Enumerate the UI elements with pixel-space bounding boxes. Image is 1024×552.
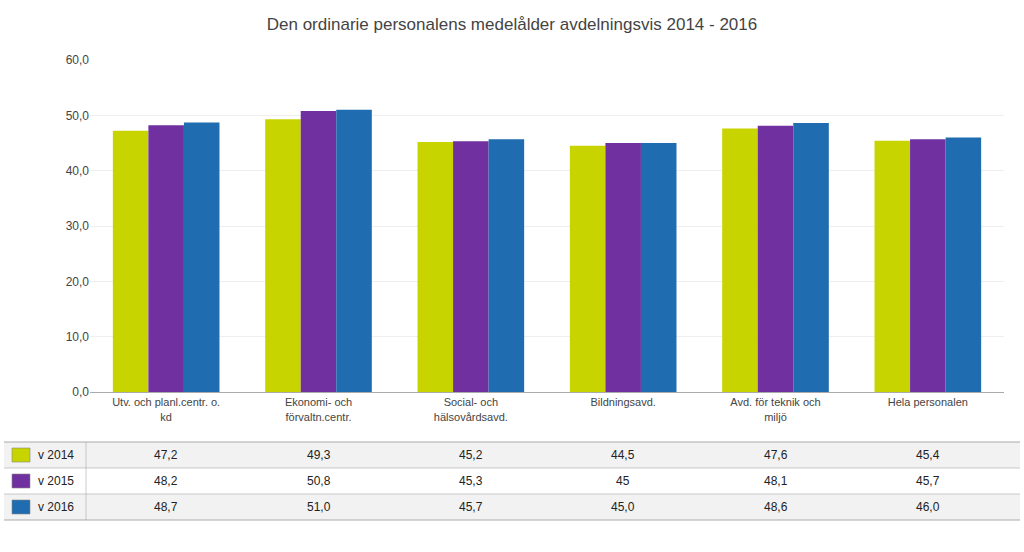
svg-text:v 2015: v 2015 xyxy=(38,474,74,488)
svg-text:45,7: 45,7 xyxy=(459,500,483,514)
svg-text:51,0: 51,0 xyxy=(307,500,331,514)
svg-text:Bildningsavd.: Bildningsavd. xyxy=(590,396,655,408)
svg-text:Den ordinarie personalens mede: Den ordinarie personalens medelålder avd… xyxy=(267,15,757,34)
svg-text:45,7: 45,7 xyxy=(916,474,940,488)
svg-text:10,0: 10,0 xyxy=(66,330,90,344)
svg-text:50,0: 50,0 xyxy=(66,109,90,123)
svg-text:47,2: 47,2 xyxy=(154,448,178,462)
svg-text:46,0: 46,0 xyxy=(916,500,940,514)
svg-text:45: 45 xyxy=(616,474,630,488)
svg-text:45,0: 45,0 xyxy=(611,500,635,514)
svg-text:Avd. för teknik ochmiljö: Avd. för teknik ochmiljö xyxy=(730,396,820,422)
svg-text:Ekonomi- ochförvaltn.centr.: Ekonomi- ochförvaltn.centr. xyxy=(285,396,352,422)
svg-text:49,3: 49,3 xyxy=(307,448,331,462)
svg-text:30,0: 30,0 xyxy=(66,219,90,233)
svg-text:v 2016: v 2016 xyxy=(38,500,74,514)
svg-text:50,8: 50,8 xyxy=(307,474,331,488)
svg-text:v 2014: v 2014 xyxy=(38,448,74,462)
svg-text:48,6: 48,6 xyxy=(764,500,788,514)
svg-text:48,1: 48,1 xyxy=(764,474,788,488)
svg-text:20,0: 20,0 xyxy=(66,275,90,289)
svg-text:44,5: 44,5 xyxy=(611,448,635,462)
svg-text:40,0: 40,0 xyxy=(66,164,90,178)
svg-text:Utv. och planl.centr. o.kd: Utv. och planl.centr. o.kd xyxy=(112,396,220,422)
svg-text:48,7: 48,7 xyxy=(154,500,178,514)
svg-text:45,4: 45,4 xyxy=(916,448,940,462)
svg-text:60,0: 60,0 xyxy=(66,53,90,67)
svg-text:47,6: 47,6 xyxy=(764,448,788,462)
svg-text:45,3: 45,3 xyxy=(459,474,483,488)
svg-text:48,2: 48,2 xyxy=(154,474,178,488)
svg-text:Hela personalen: Hela personalen xyxy=(888,396,968,408)
svg-text:0,0: 0,0 xyxy=(72,385,89,399)
svg-text:Social- ochhälsovårdsavd.: Social- ochhälsovårdsavd. xyxy=(434,396,508,422)
svg-text:45,2: 45,2 xyxy=(459,448,483,462)
